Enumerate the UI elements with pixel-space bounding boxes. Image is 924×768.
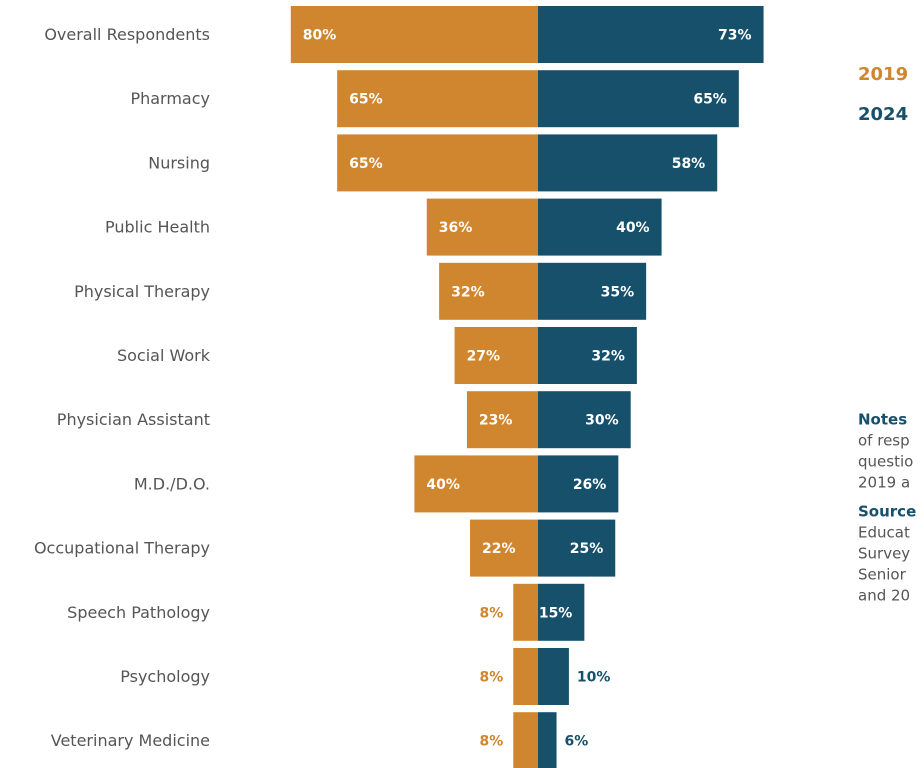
value-label: 35% xyxy=(601,284,635,300)
bar xyxy=(337,134,538,192)
bar xyxy=(538,134,718,192)
bar xyxy=(538,198,662,256)
value-label: 23% xyxy=(479,413,513,429)
bar xyxy=(337,70,538,128)
value-label: 22% xyxy=(482,541,516,557)
value-label: 58% xyxy=(672,156,706,172)
note-line: of resp xyxy=(858,432,910,450)
category-label: Occupational Therapy xyxy=(34,539,210,558)
category-label: Social Work xyxy=(117,346,211,365)
value-label: 40% xyxy=(426,477,460,493)
value-label: 26% xyxy=(573,477,607,493)
note-line: and 20 xyxy=(858,587,910,605)
category-label: Overall Respondents xyxy=(44,25,210,44)
category-label: Physical Therapy xyxy=(74,282,210,301)
value-label: 32% xyxy=(451,284,485,300)
bar xyxy=(538,648,569,705)
bar xyxy=(466,391,538,449)
category-label: Pharmacy xyxy=(130,89,210,108)
bar xyxy=(513,648,538,705)
note-title: Notes xyxy=(858,411,907,429)
legend-entry: 2019 xyxy=(858,64,908,85)
note-line: Senior xyxy=(858,566,907,584)
value-label: 73% xyxy=(718,28,752,44)
value-label: 27% xyxy=(467,349,501,365)
note-line: 2019 a xyxy=(858,474,910,492)
category-label: Physician Assistant xyxy=(57,410,210,429)
bar xyxy=(513,712,538,768)
bar xyxy=(439,262,538,320)
value-label: 36% xyxy=(439,220,473,236)
note-line: Survey xyxy=(858,545,910,563)
value-label: 8% xyxy=(479,734,503,750)
category-label: Psychology xyxy=(120,667,210,686)
bar xyxy=(538,70,739,128)
bar xyxy=(414,455,538,513)
bar xyxy=(426,198,538,256)
category-label: M.D./D.O. xyxy=(134,474,210,493)
category-label: Veterinary Medicine xyxy=(51,731,210,750)
bar xyxy=(538,583,585,641)
value-label: 65% xyxy=(349,92,383,108)
bar xyxy=(290,6,538,63)
note-line: questio xyxy=(858,453,913,471)
bar xyxy=(454,327,538,384)
bar xyxy=(470,519,538,577)
bar xyxy=(538,712,557,768)
value-label: 40% xyxy=(616,220,650,236)
bar xyxy=(513,583,538,641)
value-label: 65% xyxy=(349,156,383,172)
category-label: Public Health xyxy=(105,218,210,237)
value-label: 65% xyxy=(693,92,727,108)
value-label: 25% xyxy=(570,541,604,557)
bar xyxy=(538,262,647,320)
value-label: 80% xyxy=(303,28,337,44)
value-label: 8% xyxy=(479,670,503,686)
value-label: 6% xyxy=(565,734,589,750)
bar xyxy=(538,6,764,63)
value-label: 30% xyxy=(585,413,619,429)
category-label: Nursing xyxy=(148,153,210,172)
value-label: 8% xyxy=(479,605,503,621)
bar xyxy=(538,455,619,513)
legend-entry: 2024 xyxy=(858,104,908,125)
value-label: 15% xyxy=(539,605,573,621)
category-label: Speech Pathology xyxy=(67,603,210,622)
note-line: Educat xyxy=(858,524,910,542)
bar xyxy=(538,391,631,449)
value-label: 32% xyxy=(591,349,625,365)
value-label: 10% xyxy=(577,670,611,686)
note-title: Source xyxy=(858,503,916,521)
bar xyxy=(538,327,637,384)
bar xyxy=(538,519,616,577)
